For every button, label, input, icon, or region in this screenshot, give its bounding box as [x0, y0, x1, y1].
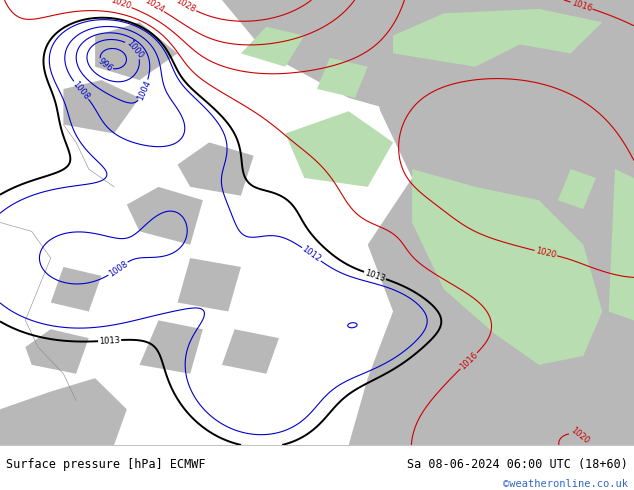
Text: Surface pressure [hPa] ECMWF: Surface pressure [hPa] ECMWF	[6, 459, 206, 471]
Text: ©weatheronline.co.uk: ©weatheronline.co.uk	[503, 479, 628, 489]
Polygon shape	[127, 187, 203, 245]
Polygon shape	[95, 22, 178, 80]
Polygon shape	[63, 80, 139, 133]
Polygon shape	[178, 143, 254, 196]
Polygon shape	[0, 378, 127, 445]
Polygon shape	[412, 169, 602, 365]
Polygon shape	[190, 0, 634, 124]
Polygon shape	[609, 169, 634, 320]
Polygon shape	[178, 258, 241, 312]
Polygon shape	[139, 320, 203, 374]
Text: 1008: 1008	[107, 259, 129, 278]
Polygon shape	[393, 9, 602, 67]
Text: 1008: 1008	[71, 79, 91, 101]
Text: 1004: 1004	[136, 79, 152, 102]
Text: 1028: 1028	[174, 0, 197, 15]
Text: 1013: 1013	[363, 268, 387, 283]
Polygon shape	[349, 0, 634, 445]
Polygon shape	[317, 58, 368, 98]
Polygon shape	[241, 26, 304, 67]
Text: 996: 996	[96, 57, 114, 74]
Polygon shape	[51, 267, 101, 312]
Polygon shape	[558, 169, 596, 209]
Text: 1020: 1020	[534, 246, 557, 260]
Text: 1012: 1012	[301, 245, 323, 264]
Polygon shape	[222, 329, 279, 374]
Polygon shape	[285, 111, 393, 187]
Text: 1016: 1016	[570, 0, 593, 13]
Polygon shape	[25, 329, 89, 374]
Text: 1020: 1020	[569, 426, 591, 446]
Text: 1000: 1000	[124, 38, 145, 60]
Text: 1020: 1020	[109, 0, 132, 11]
Text: 1024: 1024	[143, 0, 165, 15]
Polygon shape	[520, 374, 571, 418]
Text: Sa 08-06-2024 06:00 UTC (18+60): Sa 08-06-2024 06:00 UTC (18+60)	[407, 459, 628, 471]
Text: 1016: 1016	[458, 350, 479, 371]
Text: 1013: 1013	[99, 336, 120, 345]
